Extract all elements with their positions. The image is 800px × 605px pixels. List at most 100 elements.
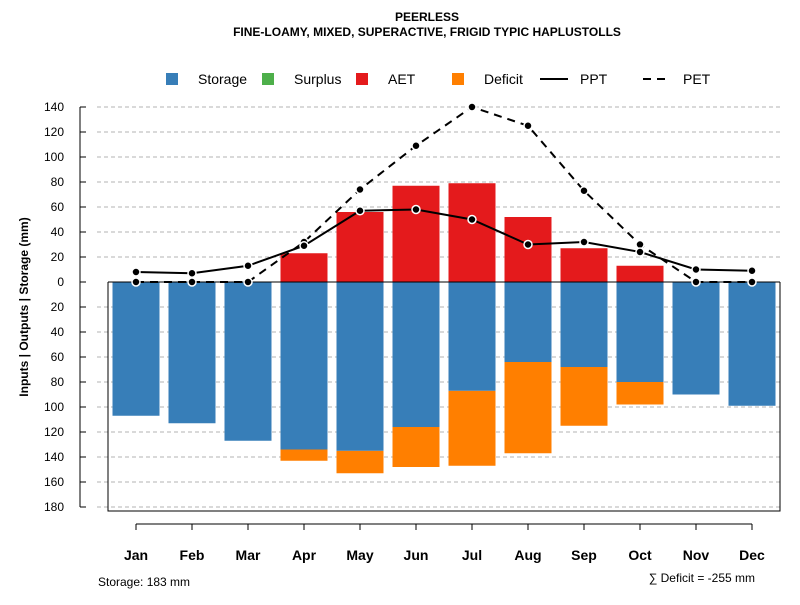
y-tick-label: 140 <box>44 450 64 464</box>
ppt-point <box>467 214 477 225</box>
y-tick-label: 40 <box>51 225 65 239</box>
chart-subtitle: FINE-LOAMY, MIXED, SUPERACTIVE, FRIGID T… <box>233 25 621 39</box>
bar-storage-sep <box>560 282 608 367</box>
x-tick-label-may: May <box>346 547 373 563</box>
bar-storage-apr <box>280 282 328 450</box>
pet-point <box>579 186 589 196</box>
bar-deficit-apr <box>280 449 328 461</box>
bar-aet-oct <box>616 265 664 282</box>
legend-label-surplus: Surplus <box>294 71 341 87</box>
x-tick-label-apr: Apr <box>292 547 317 563</box>
ppt-point <box>691 264 701 275</box>
ppt-point <box>355 206 365 216</box>
ppt-point <box>523 239 533 250</box>
ppt-point <box>243 261 253 271</box>
pet-point <box>131 277 141 287</box>
pet-point <box>243 277 253 287</box>
y-tick-label: 0 <box>57 275 64 289</box>
ppt-point <box>131 267 141 277</box>
storage-footer: Storage: 183 mm <box>98 575 190 589</box>
y-tick-label: 60 <box>51 200 65 214</box>
bar-aet-aug <box>504 217 552 282</box>
y-tick-label: 120 <box>44 125 64 139</box>
bar-deficit-may <box>336 450 384 474</box>
ppt-point <box>411 204 421 215</box>
bars <box>107 183 781 512</box>
y-tick-label: 80 <box>51 375 65 389</box>
legend-swatch-aet <box>356 73 368 85</box>
y-tick-label: 100 <box>44 150 64 164</box>
y-tick-label: 40 <box>51 325 65 339</box>
series-lines <box>131 102 757 287</box>
y-tick-label: 20 <box>51 250 65 264</box>
bar-storage-oct <box>616 282 664 382</box>
bar-aet-sep <box>560 248 608 282</box>
ppt-line <box>135 208 753 275</box>
legend-label-ppt: PPT <box>580 71 608 87</box>
y-tick-label: 60 <box>51 350 65 364</box>
pet-point <box>187 277 197 287</box>
pet-point <box>355 184 365 195</box>
bar-storage-aug <box>504 282 552 362</box>
x-tick-label-jan: Jan <box>124 547 148 563</box>
bar-storage-dec <box>728 282 776 406</box>
bar-aet-jun <box>392 185 440 282</box>
pet-point <box>691 277 701 287</box>
legend-label-aet: AET <box>388 71 416 87</box>
y-tick-label: 120 <box>44 425 64 439</box>
ppt-point <box>635 247 645 257</box>
bar-storage-may <box>336 282 384 451</box>
deficit-footer: ∑ Deficit = -255 mm <box>649 571 755 585</box>
x-tick-label-mar: Mar <box>236 547 261 563</box>
legend-label-pet: PET <box>683 71 711 87</box>
legend: Storage Surplus AET Deficit PPT PET <box>166 71 711 87</box>
storage-frame <box>107 282 781 512</box>
y-tick-label: 20 <box>51 300 65 314</box>
ppt-point <box>747 266 757 276</box>
x-tick-label-jul: Jul <box>462 547 482 563</box>
ppt-point <box>579 237 589 247</box>
bar-storage-feb <box>168 282 216 424</box>
y-tick-label: 80 <box>51 175 65 189</box>
bar-deficit-sep <box>560 367 608 426</box>
axes: 140 120 100 80 60 40 20 0 20 40 60 80 100 120 140 160 18… <box>44 100 765 563</box>
bar-deficit-aug <box>504 362 552 454</box>
bar-storage-nov <box>672 282 720 395</box>
x-tick-label-feb: Feb <box>180 547 205 563</box>
x-tick-label-aug: Aug <box>514 547 541 563</box>
bar-deficit-jun <box>392 427 440 467</box>
pet-point <box>523 121 533 131</box>
pet-line <box>136 105 752 283</box>
x-tick-label-oct: Oct <box>628 547 652 563</box>
y-tick-label: 100 <box>44 400 64 414</box>
legend-swatch-storage <box>166 73 178 85</box>
bar-aet-jul <box>448 183 496 282</box>
bar-storage-jun <box>392 282 440 427</box>
pet-point <box>411 141 421 151</box>
ppt-point <box>187 268 197 278</box>
x-tick-label-jun: Jun <box>404 547 429 563</box>
pet-point <box>747 277 757 287</box>
y-tick-label: 160 <box>44 475 64 489</box>
bar-deficit-oct <box>616 382 664 405</box>
x-tick-label-nov: Nov <box>683 547 710 563</box>
pet-point <box>467 102 477 112</box>
y-tick-label: 180 <box>44 500 64 514</box>
bar-storage-mar <box>224 282 272 441</box>
bar-aet-apr <box>280 253 328 282</box>
legend-swatch-deficit <box>452 73 464 85</box>
ppt-point <box>299 241 309 251</box>
bar-aet-may <box>336 212 384 282</box>
legend-swatch-surplus <box>262 73 274 85</box>
legend-label-deficit: Deficit <box>484 71 523 87</box>
legend-label-storage: Storage <box>198 71 247 87</box>
bar-storage-jan <box>112 282 160 416</box>
bar-deficit-jul <box>448 390 496 466</box>
y-axis-label: Inputs | Outputs | Storage (mm) <box>17 217 31 396</box>
bar-storage-jul <box>448 282 496 391</box>
y-tick-label: 140 <box>44 100 64 114</box>
x-tick-label-sep: Sep <box>571 547 597 563</box>
x-tick-label-dec: Dec <box>739 547 765 563</box>
chart-title: PEERLESS <box>395 10 459 24</box>
